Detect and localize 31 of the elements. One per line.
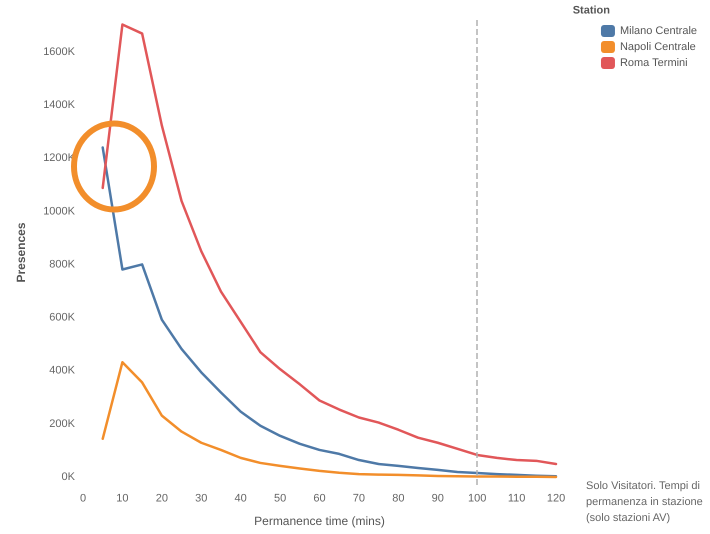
x-tick-label: 50 xyxy=(274,492,286,504)
x-tick-label: 90 xyxy=(432,492,444,504)
legend-label: Milano Centrale xyxy=(620,25,698,37)
legend-label: Napoli Centrale xyxy=(620,41,696,53)
x-tick-label: 0 xyxy=(80,492,86,504)
y-axis-title: Presences xyxy=(14,222,28,283)
y-tick-label: 600K xyxy=(49,312,76,324)
y-tick-label: 1400K xyxy=(43,99,76,112)
line-series xyxy=(101,360,558,478)
x-tick-label: 40 xyxy=(234,492,247,504)
x-tick-label: 30 xyxy=(195,492,208,504)
y-tick-label: 200K xyxy=(49,418,76,430)
legend-label: Roma Termini xyxy=(620,57,688,69)
text: Solo Visitatori. Tempi di permanenza in stazione (solo stazioni AV) xyxy=(586,480,706,524)
x-tick-label: 70 xyxy=(352,492,366,504)
y-tick-label: 1600K xyxy=(43,46,76,58)
x-axis-title: Permanence time (mins) xyxy=(254,514,385,528)
line-series xyxy=(101,23,558,466)
x-tick-label: 100 xyxy=(468,492,486,504)
y-tick-label: 400K xyxy=(49,364,76,377)
x-tick-label: 20 xyxy=(156,492,168,504)
x-tick-label: 60 xyxy=(313,492,326,504)
x-tick-label: 80 xyxy=(392,492,404,504)
legend-title: Station xyxy=(572,4,610,16)
y-tick-label: 0K xyxy=(62,471,76,484)
x-tick-label: 120 xyxy=(546,492,566,504)
x-tick-label: 110 xyxy=(508,492,526,504)
y-tick-label: 800K xyxy=(49,258,76,270)
x-tick-label: 10 xyxy=(116,492,129,504)
line-series xyxy=(101,146,558,478)
y-tick-label: 1000K xyxy=(43,205,76,218)
